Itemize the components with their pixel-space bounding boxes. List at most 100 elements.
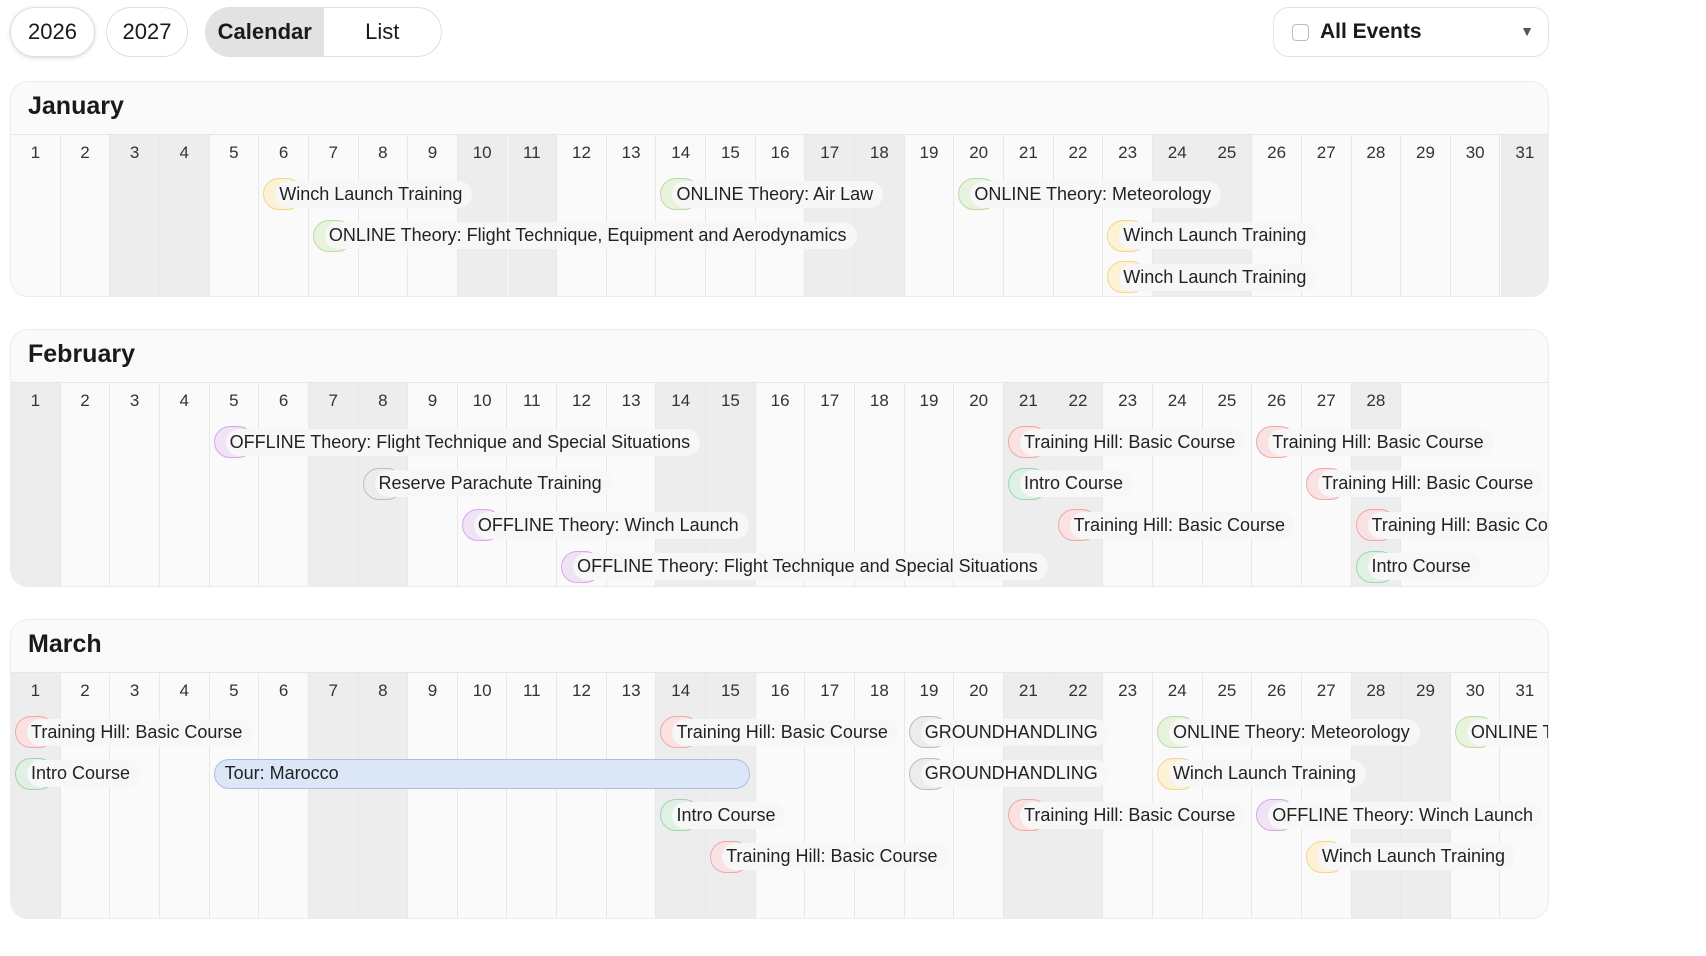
day-column[interactable]: 8	[358, 673, 409, 918]
day-column[interactable]: 13	[607, 383, 657, 586]
day-column[interactable]: 28	[1352, 135, 1402, 296]
day-column[interactable]: 12	[557, 673, 607, 918]
day-column[interactable]: 17	[805, 673, 856, 918]
all-events-checkbox[interactable]	[1292, 23, 1309, 41]
event-hill[interactable]: Training Hill: Basic Course	[660, 716, 898, 748]
event-online[interactable]: ONLINE Theory: Flight Technique, Equipme…	[312, 219, 857, 252]
day-column[interactable]: 23	[1103, 673, 1153, 918]
day-column[interactable]: 3	[110, 135, 160, 296]
event-intro[interactable]: Intro Course	[1355, 550, 1481, 583]
day-column[interactable]: 23	[1103, 383, 1153, 586]
event-hill[interactable]: Training Hill: Basic Course	[15, 716, 253, 748]
day-column[interactable]: 9	[408, 135, 458, 296]
day-column[interactable]: 24	[1153, 383, 1203, 586]
day-column[interactable]: 20	[954, 383, 1004, 586]
day-column[interactable]: 14	[656, 135, 707, 296]
day-column[interactable]: 4	[160, 383, 210, 586]
day-column[interactable]: 21	[1004, 135, 1054, 296]
day-column[interactable]: 10	[458, 673, 508, 918]
day-column[interactable]: 11	[508, 673, 558, 918]
day-column[interactable]: 15	[706, 673, 756, 918]
day-column[interactable]: 12	[557, 135, 607, 296]
day-column[interactable]: 18	[855, 383, 905, 586]
day-column[interactable]: 19	[905, 673, 955, 918]
event-gray[interactable]: Reserve Parachute Training	[362, 467, 612, 500]
day-column[interactable]: 5	[210, 673, 260, 918]
event-winch[interactable]: Winch Launch Training	[1305, 840, 1515, 873]
day-column[interactable]: 6	[259, 135, 309, 296]
day-column[interactable]: 9	[408, 673, 458, 918]
day-column[interactable]: 4	[160, 673, 210, 918]
day-column[interactable]: 2	[61, 673, 111, 918]
day-column[interactable]: 22	[1053, 673, 1104, 918]
day-column[interactable]: 29	[1401, 135, 1451, 296]
day-column[interactable]: 18	[855, 673, 905, 918]
day-column[interactable]: 28	[1351, 673, 1402, 918]
day-column[interactable]: 27	[1302, 673, 1352, 918]
event-hill[interactable]: Training Hill: Basic Course	[1008, 799, 1246, 831]
event-hill[interactable]: Training Hill: Basic Course	[1256, 426, 1494, 458]
event-hill[interactable]: Training Hill: Basic Course	[1355, 509, 1548, 541]
event-offline[interactable]: OFFLINE Theory: Flight Technique and Spe…	[561, 550, 1048, 583]
event-online[interactable]: ONLINE Theory: Air Law	[660, 178, 884, 210]
day-column[interactable]: 5	[210, 135, 260, 296]
day-column[interactable]: 31	[1500, 135, 1548, 296]
event-winch[interactable]: Winch Launch Training	[1107, 219, 1317, 252]
event-hill[interactable]: Training Hill: Basic Course	[1008, 426, 1246, 458]
day-column[interactable]: 30	[1451, 135, 1501, 296]
day-column[interactable]: 14	[656, 383, 707, 586]
day-column[interactable]: 13	[607, 135, 657, 296]
day-column[interactable]: 27	[1302, 135, 1352, 296]
day-column[interactable]: 3	[110, 673, 160, 918]
day-column[interactable]: 3	[110, 383, 160, 586]
day-column[interactable]: 25	[1203, 383, 1253, 586]
day-column[interactable]: 11	[507, 135, 558, 296]
event-intro[interactable]: Intro Course	[660, 799, 786, 831]
day-column[interactable]: 1	[11, 135, 61, 296]
day-column[interactable]: 19	[905, 135, 955, 296]
day-column[interactable]: 1	[11, 673, 61, 918]
day-column[interactable]: 8	[359, 135, 409, 296]
day-column[interactable]: 24	[1153, 673, 1203, 918]
event-gray[interactable]: GROUNDHANDLING	[908, 716, 1108, 748]
event-filter-select[interactable]: All Events ▼	[1273, 7, 1549, 57]
day-column[interactable]: 20	[954, 673, 1004, 918]
day-column[interactable]: 16	[756, 673, 806, 918]
event-winch[interactable]: Winch Launch Training	[1156, 757, 1367, 790]
event-offline[interactable]: OFFLINE Theory: Flight Technique and Spe…	[213, 426, 701, 458]
day-column[interactable]: 26	[1252, 135, 1302, 296]
day-column[interactable]: 16	[756, 383, 806, 586]
day-column[interactable]: 23	[1103, 135, 1153, 296]
day-column[interactable]: 20	[954, 135, 1004, 296]
event-intro[interactable]: Intro Course	[15, 757, 141, 790]
year-2026-button[interactable]: 2026	[10, 7, 95, 57]
day-column[interactable]: 6	[259, 383, 309, 586]
event-online[interactable]: ONLINE Theory: Meteorology	[958, 178, 1222, 210]
day-column[interactable]: 7	[309, 135, 359, 296]
day-column[interactable]: 31	[1501, 673, 1549, 918]
event-winch[interactable]: Winch Launch Training	[263, 178, 473, 210]
event-intro[interactable]: Intro Course	[1008, 467, 1134, 500]
day-column[interactable]: 5	[210, 383, 260, 586]
event-winch[interactable]: Winch Launch Training	[1107, 261, 1317, 293]
day-column[interactable]: 22	[1054, 135, 1104, 296]
day-column[interactable]: 18	[855, 135, 905, 296]
day-column[interactable]: 30	[1451, 673, 1501, 918]
day-column[interactable]: 2	[61, 135, 111, 296]
day-column[interactable]: 10	[457, 135, 508, 296]
day-column[interactable]: 26	[1252, 673, 1302, 918]
day-column[interactable]: 7	[308, 673, 359, 918]
tour-event-bar[interactable]: Tour: Marocco	[213, 758, 750, 789]
event-online[interactable]: ONLINE Theory: Meteorology	[1156, 716, 1420, 748]
day-column[interactable]: 21	[1004, 673, 1054, 918]
event-hill[interactable]: Training Hill: Basic Course	[710, 840, 948, 873]
event-offline[interactable]: OFFLINE Theory: Winch Launch	[461, 509, 749, 541]
day-column[interactable]: 19	[905, 383, 955, 586]
day-column[interactable]: 25	[1203, 673, 1253, 918]
day-column[interactable]: 14	[656, 673, 707, 918]
day-column[interactable]: 2	[61, 383, 111, 586]
event-hill[interactable]: Training Hill: Basic Course	[1305, 467, 1544, 500]
day-column[interactable]: 16	[756, 135, 806, 296]
calendar-view-button[interactable]: Calendar	[206, 8, 324, 56]
day-column[interactable]: 15	[706, 383, 756, 586]
